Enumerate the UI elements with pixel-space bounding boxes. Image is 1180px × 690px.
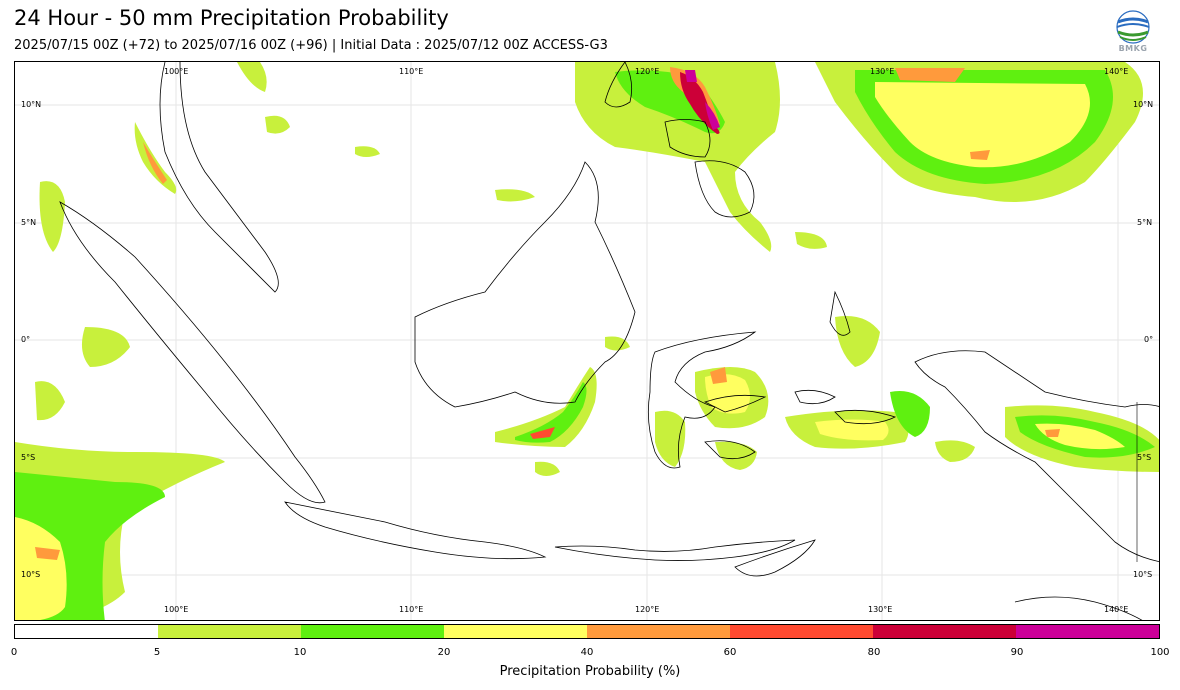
- colorbar-title: Precipitation Probability (%): [499, 664, 681, 679]
- lat-label-left-10n: 10°N: [21, 100, 42, 109]
- lon-label-bottom-100: 100°E: [164, 605, 189, 614]
- lat-label-right-5n: 5°N: [1137, 218, 1153, 227]
- colorbar-segment: [873, 625, 1016, 638]
- lon-label-top-120: 120°E: [635, 67, 660, 76]
- colorbar-tick: 60: [723, 647, 737, 658]
- colorbar-tick: 0: [10, 647, 18, 658]
- colorbar-segment: [1016, 625, 1159, 638]
- colorbar-segment: [587, 625, 730, 638]
- lat-label-left-0: 0°: [21, 335, 31, 344]
- colorbar-tick: 20: [437, 647, 451, 658]
- lat-label-right-10s: 10°S: [1133, 570, 1153, 579]
- map-subtitle: 2025/07/15 00Z (+72) to 2025/07/16 00Z (…: [14, 38, 608, 53]
- precipitation-map[interactable]: 100°E 110°E 120°E 130°E 140°E 100°E 110°…: [14, 61, 1160, 621]
- colorbar-tick: 5: [153, 647, 161, 658]
- lon-label-top-130: 130°E: [870, 67, 895, 76]
- lat-label-left-10s: 10°S: [21, 570, 41, 579]
- lon-label-bottom-120: 120°E: [635, 605, 660, 614]
- lon-label-bottom-130: 130°E: [868, 605, 893, 614]
- colorbar-tick: 10: [293, 647, 307, 658]
- logo-text: BMKG: [1118, 44, 1148, 53]
- lat-label-right-0: 0°: [1144, 335, 1154, 344]
- map-title: 24 Hour - 50 mm Precipitation Probabilit…: [14, 6, 449, 30]
- lon-label-bottom-110: 110°E: [399, 605, 424, 614]
- colorbar: [14, 624, 1160, 639]
- colorbar-segment: [15, 625, 158, 638]
- lat-label-left-5s: 5°S: [21, 453, 36, 462]
- lon-label-top-140: 140°E: [1104, 67, 1129, 76]
- lat-label-right-5s: 5°S: [1137, 453, 1152, 462]
- colorbar-segment: [444, 625, 587, 638]
- colorbar-tick: 90: [1010, 647, 1024, 658]
- coastlines: [59, 62, 1159, 620]
- lon-label-top-100: 100°E: [164, 67, 189, 76]
- bmkg-logo-icon: [1116, 10, 1150, 44]
- lat-label-right-10n: 10°N: [1133, 100, 1154, 109]
- colorbar-tick: 100: [1150, 647, 1170, 658]
- lon-label-top-110: 110°E: [399, 67, 424, 76]
- lon-label-bottom-140: 140°E: [1104, 605, 1129, 614]
- lat-label-left-5n: 5°N: [21, 218, 37, 227]
- map-canvas: [15, 62, 1159, 620]
- colorbar-segment: [301, 625, 444, 638]
- colorbar-tick: 80: [867, 647, 881, 658]
- probability-field: [15, 62, 1159, 620]
- colorbar-tick: 40: [580, 647, 594, 658]
- colorbar-segment: [158, 625, 301, 638]
- colorbar-segment: [730, 625, 873, 638]
